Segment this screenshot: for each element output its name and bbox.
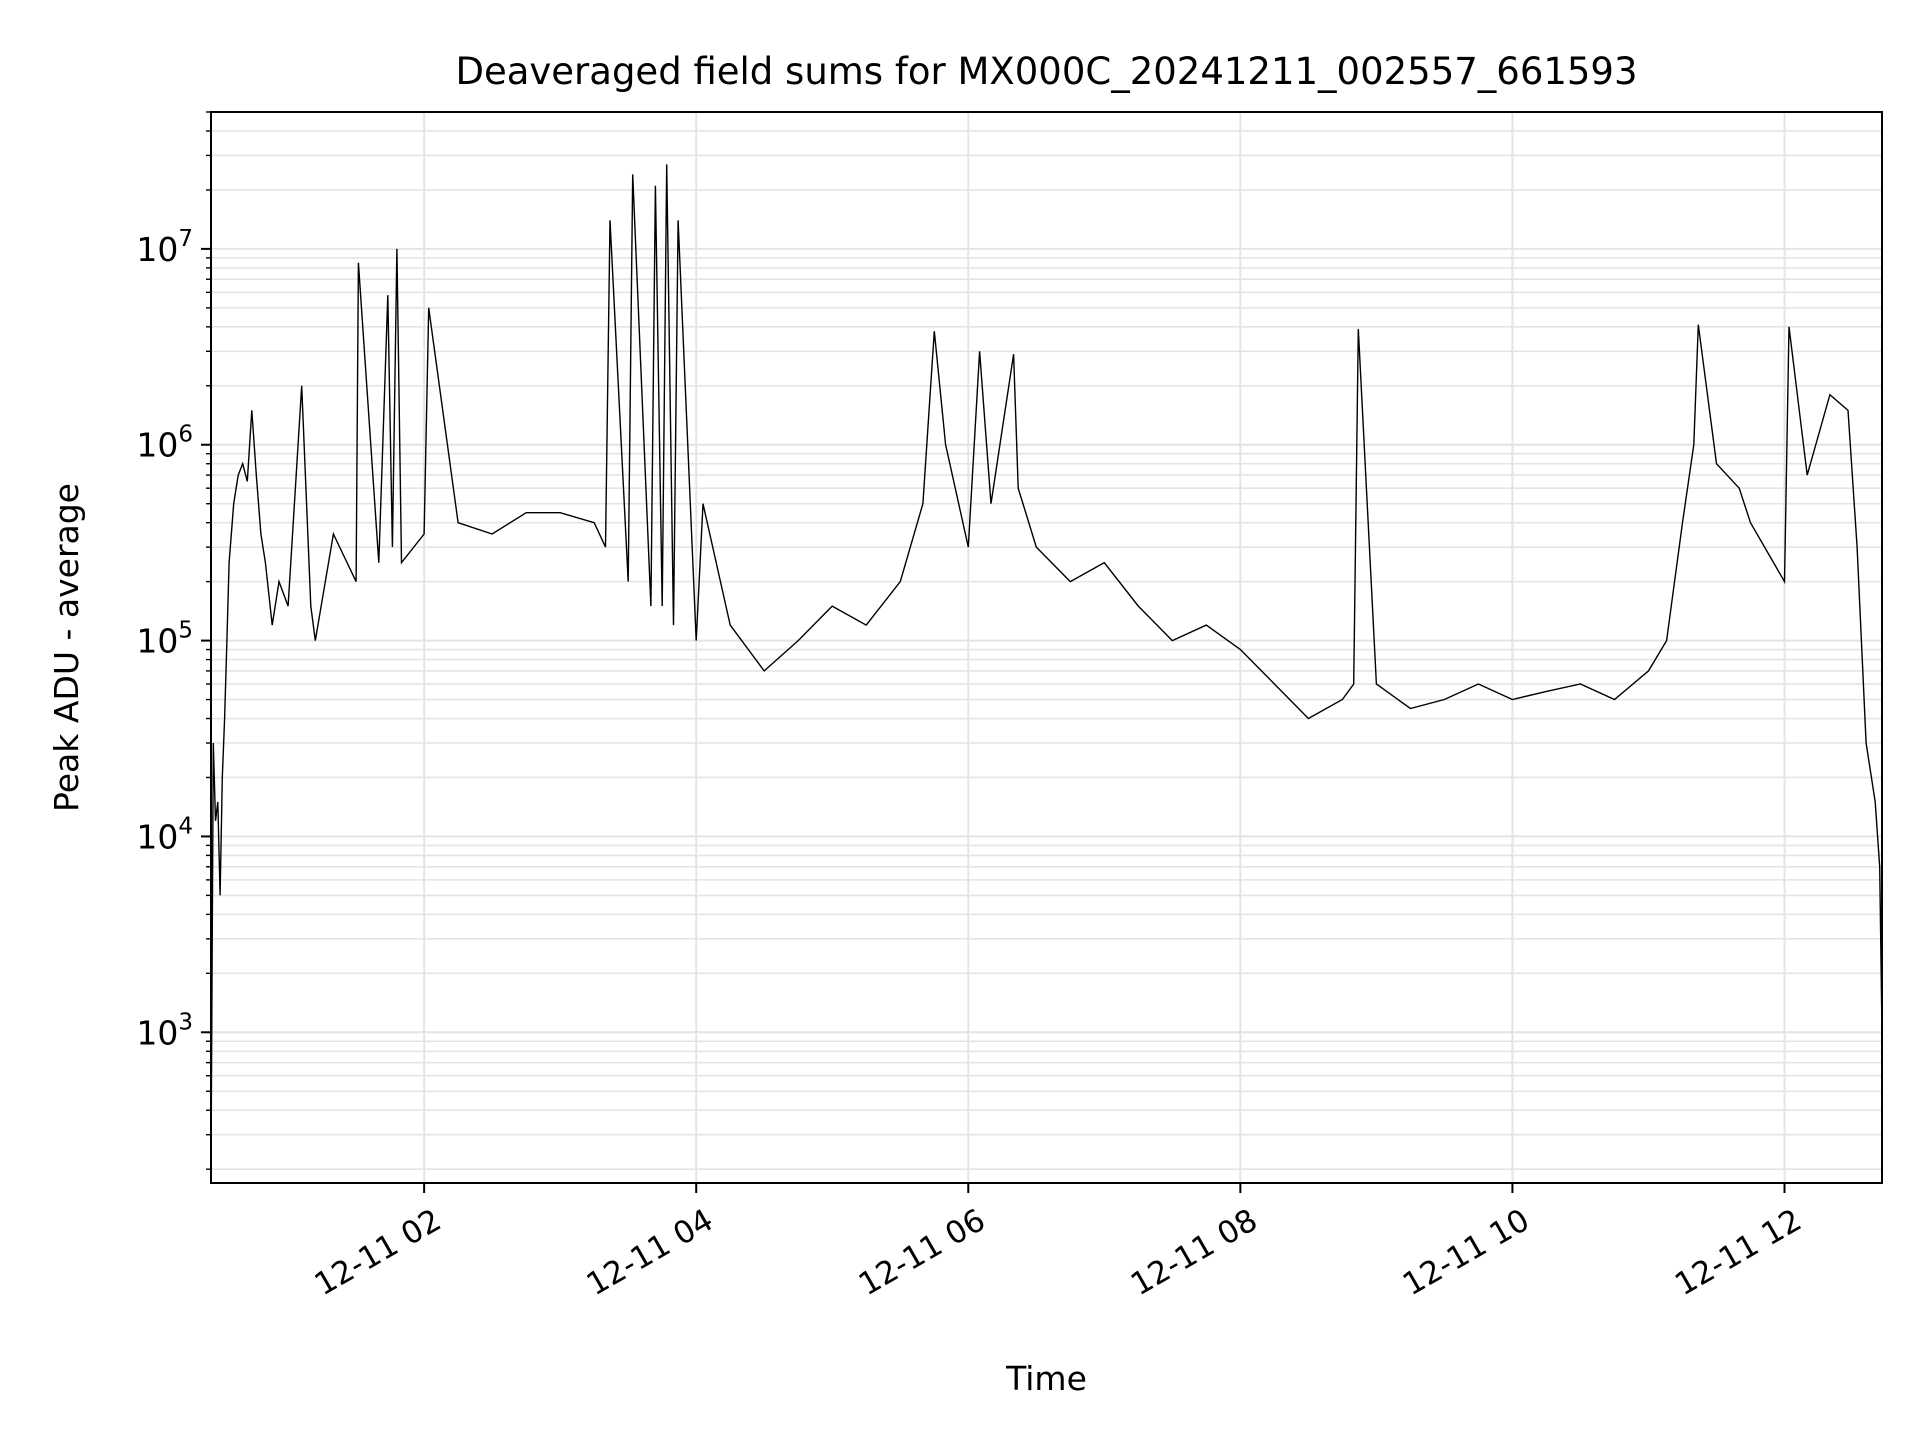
y-tick-exponent: 5 (178, 618, 193, 644)
y-tick-exponent: 4 (178, 813, 193, 839)
y-tick-exponent: 3 (178, 1009, 193, 1035)
axis-ticks: 12-11 02 12-11 04 12-11 06 12-11 08 12-11 10… (136, 111, 1808, 1303)
y-tick-base: 10 (136, 817, 178, 856)
y-tick-label: 107 (136, 226, 193, 269)
y-tick-label: 104 (136, 813, 193, 856)
series-layer (210, 164, 1883, 1170)
y-tick-base: 10 (136, 426, 178, 465)
chart-title: Deaveraged field sums for MX000C_2024121… (455, 50, 1637, 93)
x-tick-label: 12-11 10 (1397, 1202, 1536, 1303)
y-tick-exponent: 7 (178, 226, 193, 252)
y-tick-base: 10 (136, 1013, 178, 1052)
y-tick-base: 10 (136, 622, 178, 661)
y-tick-label: 106 (136, 422, 193, 465)
y-tick-label: 103 (136, 1009, 193, 1052)
x-tick-label: 12-11 08 (1125, 1202, 1264, 1303)
x-tick-label: 12-11 12 (1669, 1202, 1808, 1303)
plot-frame (210, 111, 1883, 1184)
data-series-line (210, 164, 1883, 1170)
x-axis-label: Time (1005, 1359, 1087, 1398)
y-tick-exponent: 6 (178, 422, 193, 448)
y-axis-label: Peak ADU - average (47, 483, 86, 812)
x-tick-label: 12-11 06 (853, 1202, 992, 1303)
y-tick-base: 10 (136, 230, 178, 269)
x-tick-label: 12-11 02 (309, 1202, 448, 1303)
y-tick-label: 105 (136, 618, 193, 661)
grid-lines (211, 111, 1882, 1183)
x-tick-label: 12-11 04 (581, 1202, 720, 1303)
